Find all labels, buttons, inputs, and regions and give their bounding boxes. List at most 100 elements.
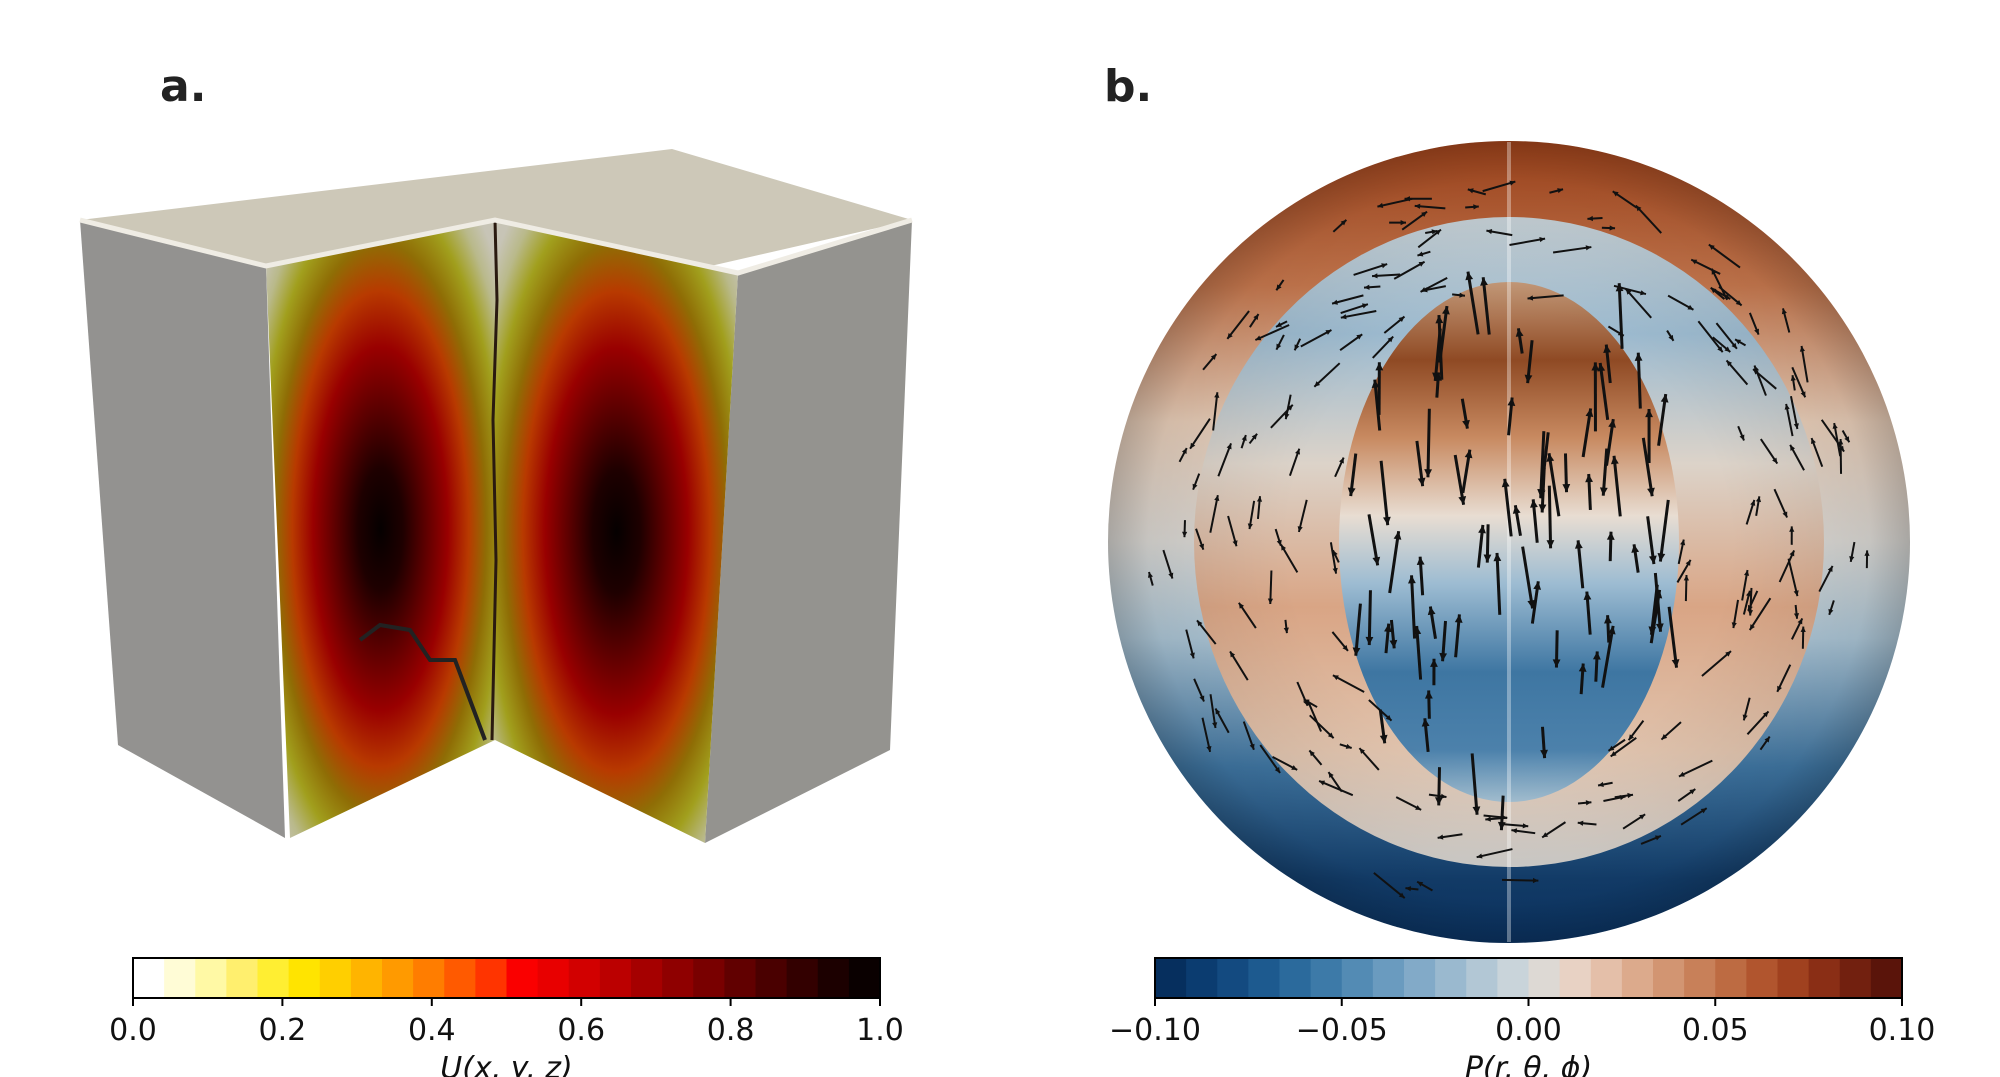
- velocity-arrow: [1778, 550, 1796, 583]
- velocity-arrowhead: [1389, 639, 1398, 649]
- velocity-arrow: [1189, 418, 1211, 450]
- velocity-arrowhead: [1281, 544, 1287, 551]
- velocity-arrowhead: [1192, 483, 1198, 490]
- velocity-arrow: [1482, 180, 1516, 193]
- velocity-arrowhead: [1371, 379, 1380, 389]
- velocity-arrow: [1300, 329, 1332, 348]
- velocity-arrowhead: [1238, 602, 1245, 609]
- cube-top-edge: [79, 217, 913, 276]
- velocity-arrowhead: [1309, 750, 1315, 757]
- velocity-arrowhead: [1275, 322, 1282, 327]
- colorbar-segment: [1559, 958, 1592, 998]
- velocity-arrowhead: [1512, 505, 1521, 514]
- velocity-arrowhead: [1212, 722, 1218, 729]
- velocity-arrowhead: [1379, 734, 1388, 744]
- velocity-arrowhead: [1750, 499, 1756, 506]
- velocity-arrow: [1367, 590, 1372, 646]
- velocity-arrowhead: [1405, 886, 1412, 892]
- velocity-arrow: [1710, 268, 1729, 301]
- velocity-arrow: [1503, 478, 1513, 537]
- velocity-arrowhead: [1241, 435, 1247, 441]
- velocity-arrowhead: [1745, 590, 1752, 597]
- velocity-arrow: [1212, 392, 1219, 431]
- velocity-arrowhead: [1232, 540, 1238, 547]
- velocity-arrow: [1657, 393, 1668, 446]
- velocity-arrowhead: [1483, 554, 1492, 563]
- velocity-arrowhead: [1345, 743, 1352, 749]
- velocity-arrow: [1612, 455, 1622, 517]
- velocity-arrowhead: [1731, 342, 1737, 349]
- colorbar-tick-label: 0.4: [408, 1013, 456, 1048]
- velocity-arrowhead: [1421, 718, 1430, 727]
- colorbar-segment: [1715, 958, 1747, 998]
- colorbar-segment: [1186, 958, 1218, 998]
- velocity-arrowhead: [1435, 315, 1444, 324]
- colorbar-segment: [1372, 958, 1405, 998]
- velocity-arrowhead: [1287, 404, 1293, 411]
- colorbar-segment: [1435, 958, 1467, 998]
- velocity-arrowhead: [1276, 343, 1282, 350]
- velocity-arrowhead: [1557, 188, 1564, 194]
- velocity-arrowhead: [1781, 308, 1787, 315]
- velocity-arrowhead: [1393, 531, 1402, 540]
- velocity-arrowhead: [1790, 444, 1796, 451]
- velocity-arrowhead: [1340, 314, 1347, 320]
- velocity-arrowhead: [1585, 473, 1593, 483]
- velocity-arrowhead: [1332, 299, 1338, 305]
- velocity-arrowhead: [1811, 438, 1816, 445]
- velocity-arrowhead: [1297, 526, 1303, 532]
- velocity-arrowhead: [1251, 433, 1258, 440]
- velocity-arrowhead: [1597, 362, 1606, 372]
- colorbar-segment: [1839, 958, 1872, 998]
- colorbar-segment: [848, 958, 881, 998]
- velocity-arrowhead: [1501, 478, 1510, 488]
- velocity-arrowhead: [1227, 332, 1233, 339]
- velocity-arrowhead: [1607, 625, 1616, 635]
- velocity-arrow: [1313, 362, 1341, 388]
- velocity-arrowhead: [1645, 409, 1653, 418]
- velocity-arrow: [1581, 408, 1593, 458]
- velocity-arrowhead: [1793, 423, 1799, 430]
- velocity-arrowhead: [1332, 567, 1338, 574]
- velocity-arrow-field: [1147, 180, 1870, 899]
- velocity-arrowhead: [1199, 695, 1205, 702]
- velocity-arrowhead: [1364, 284, 1370, 290]
- velocity-arrow: [1373, 872, 1406, 899]
- velocity-arrowhead: [1731, 622, 1737, 629]
- velocity-arrow: [1785, 403, 1794, 437]
- velocity-arrowhead: [1291, 765, 1298, 770]
- colorbar-segment: [1590, 958, 1623, 998]
- velocity-arrowhead: [1480, 277, 1488, 286]
- colorbar-tick-label: 0.00: [1495, 1013, 1562, 1048]
- colorbar-segment: [1310, 958, 1343, 998]
- velocity-arrowhead: [1748, 604, 1753, 611]
- colorbar-segment: [817, 958, 850, 998]
- velocity-arrowhead: [1598, 781, 1604, 788]
- velocity-arrow: [1791, 366, 1807, 398]
- cube-right-face: [705, 220, 912, 843]
- colorbar-tick-label: 1.0: [856, 1013, 904, 1048]
- velocity-arrowhead: [1424, 690, 1433, 699]
- cube-top-face: [80, 149, 912, 273]
- velocity-arrowhead: [1608, 419, 1617, 428]
- velocity-arrowhead: [1578, 663, 1587, 672]
- colorbar-segment: [1341, 958, 1374, 998]
- velocity-arrow: [1410, 575, 1417, 639]
- velocity-arrowhead: [1524, 374, 1533, 384]
- velocity-arrowhead: [1372, 556, 1381, 566]
- velocity-arrowhead: [1587, 215, 1593, 222]
- velocity-arrowhead: [1797, 618, 1803, 625]
- velocity-arrowhead: [1599, 487, 1608, 496]
- velocity-arrowhead: [1420, 287, 1427, 292]
- velocity-arrowhead: [1631, 544, 1640, 553]
- velocity-arrowhead: [1634, 352, 1643, 361]
- colorbar-tick-label: 0.0: [109, 1013, 157, 1048]
- velocity-arrowhead: [1377, 202, 1384, 209]
- velocity-arrowhead: [1753, 369, 1759, 375]
- velocity-arrowhead: [1215, 708, 1221, 715]
- velocity-arrowhead: [1347, 487, 1356, 497]
- velocity-arrowhead: [1735, 339, 1742, 345]
- velocity-arrow: [1393, 260, 1426, 280]
- velocity-arrowhead: [1685, 559, 1691, 566]
